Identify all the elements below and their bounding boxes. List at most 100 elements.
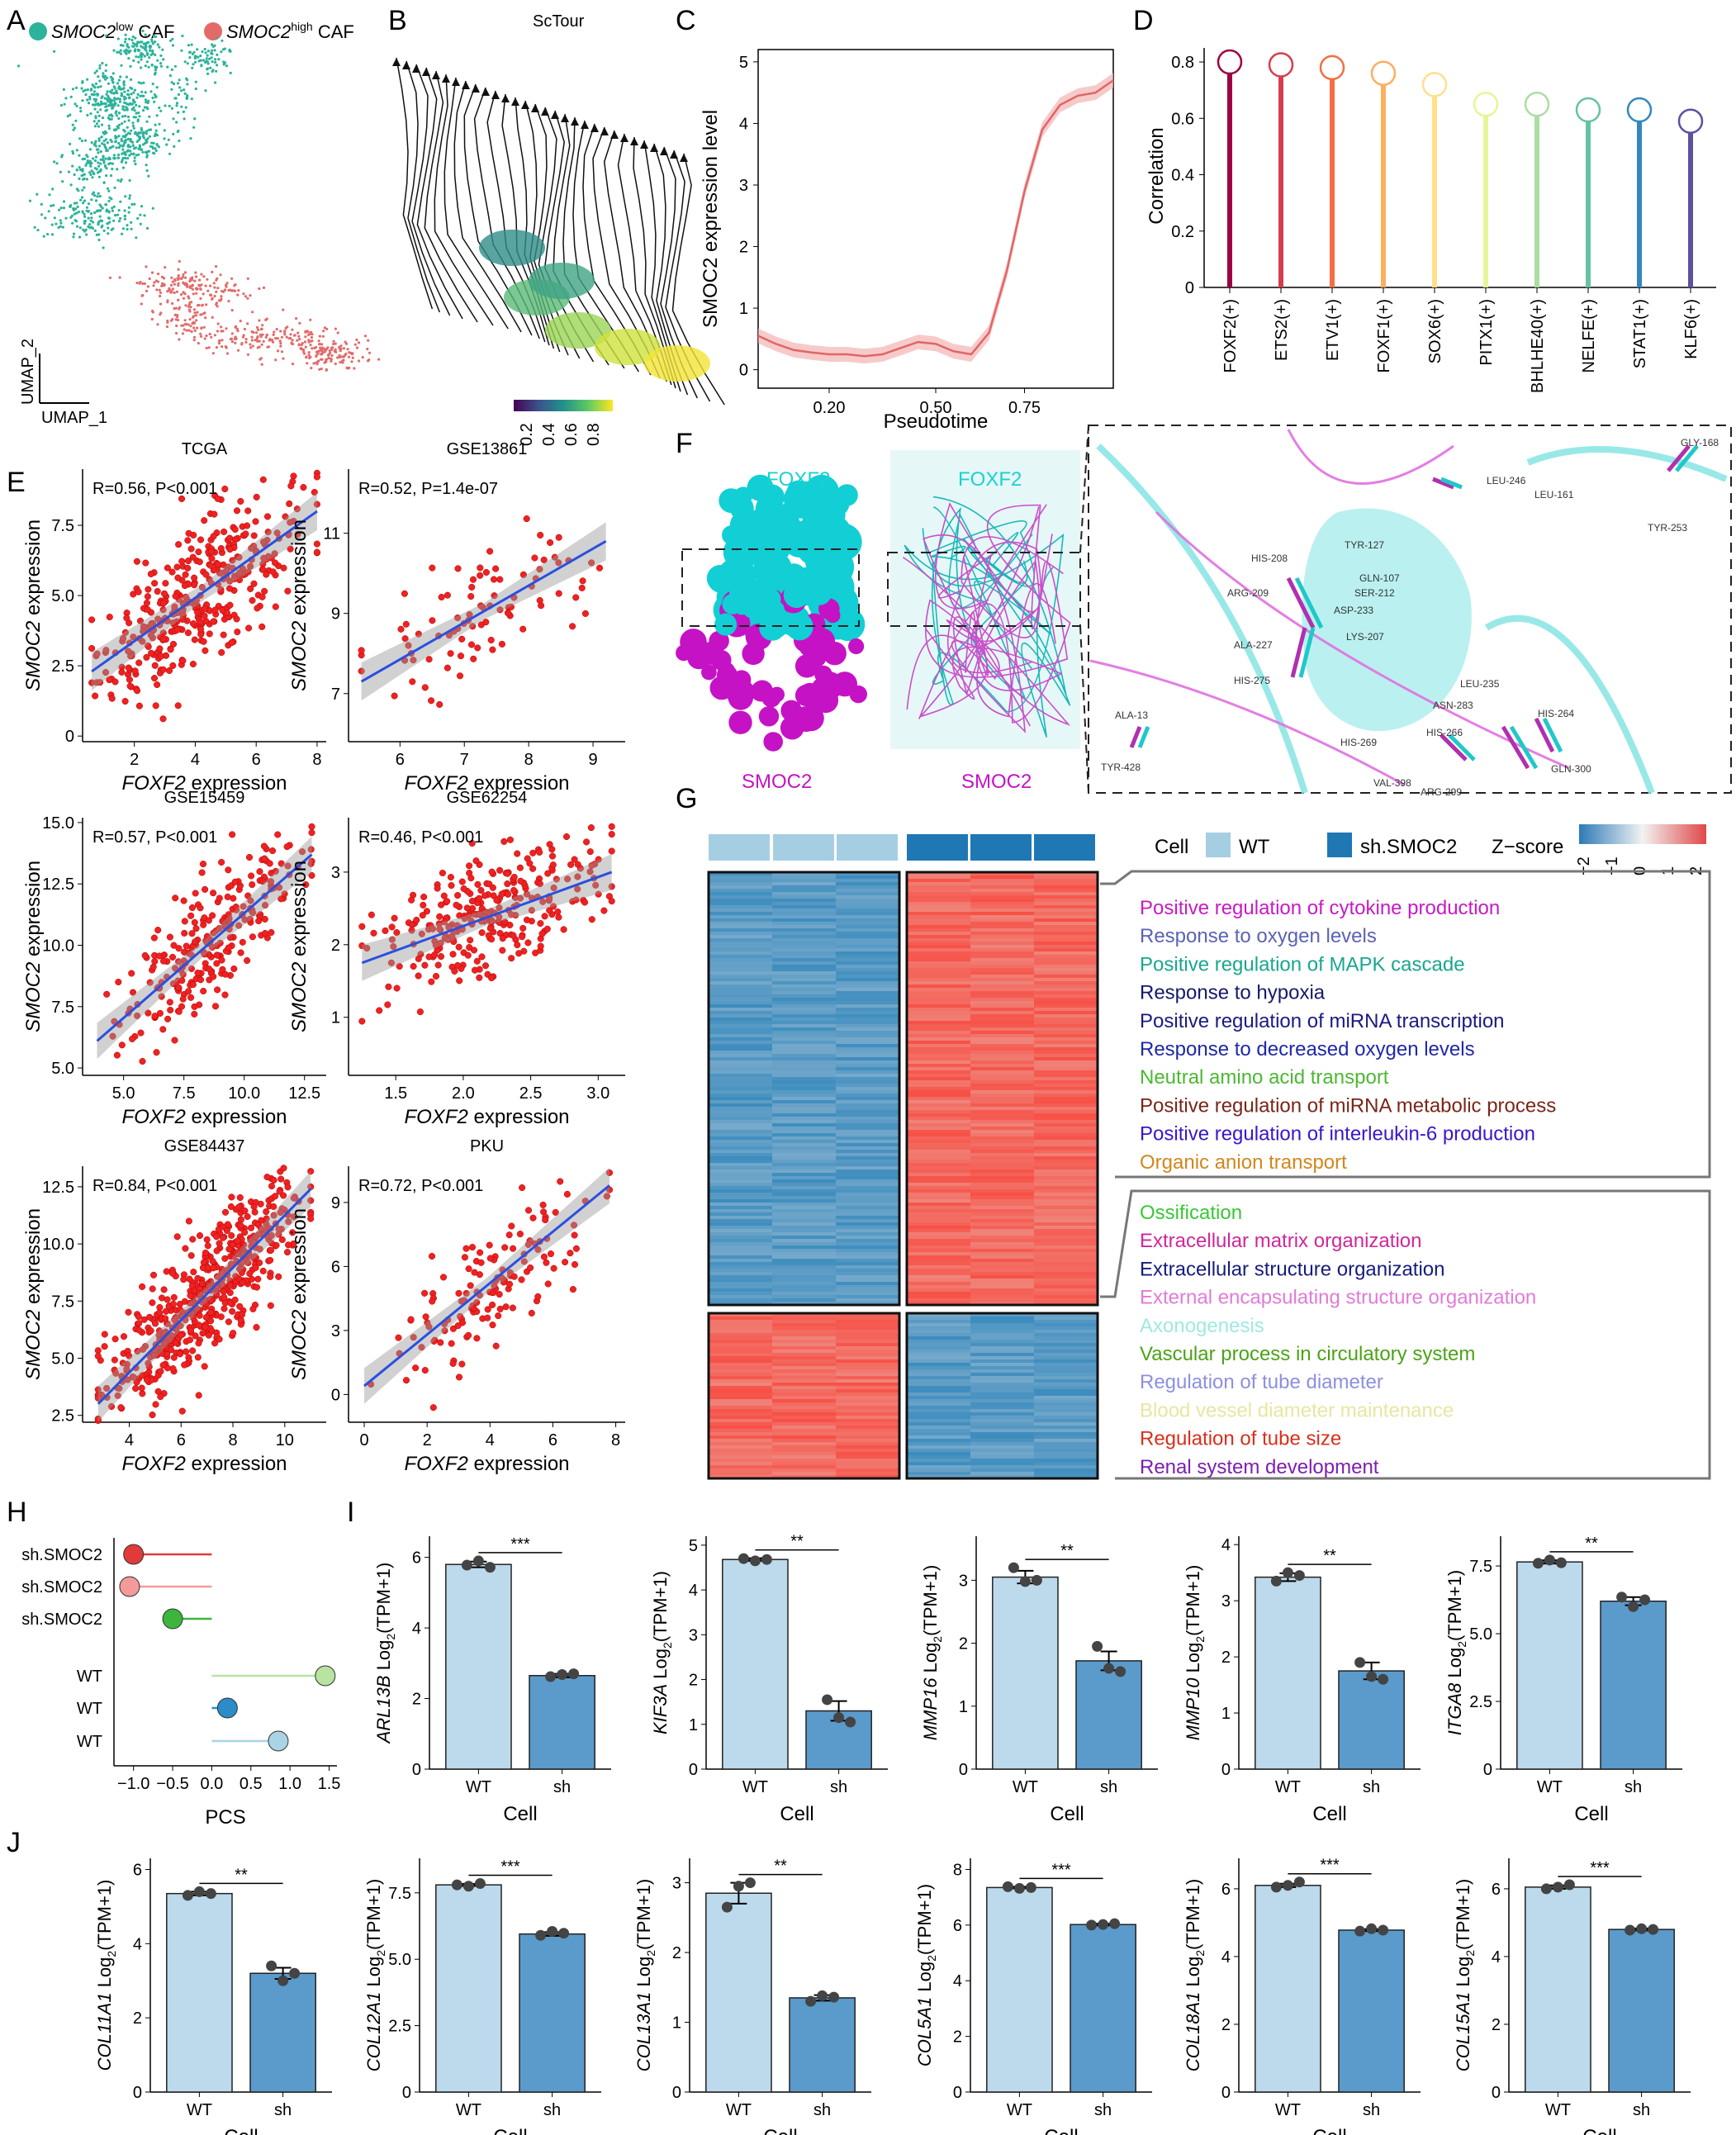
velocity-streamlines [392,57,725,406]
x-tick-label: 8 [228,1431,237,1449]
sample-point [500,837,508,845]
y-tick-label: 1 [959,1698,968,1716]
sample-point [171,603,178,610]
umap-cell-dot [36,229,40,232]
sample-label: WT [77,1733,102,1751]
umap-cell-dot [154,129,158,132]
umap-cell-dot [216,287,220,290]
umap-cell-dot [215,69,218,73]
sample-point [135,1313,142,1321]
heatmap-cell [907,1245,970,1249]
sample-point [421,1367,429,1374]
umap-cell-dot [40,202,43,206]
heatmap-cell [1034,1004,1098,1008]
heatmap-cell [907,1170,970,1173]
sample-annotation [709,834,770,861]
umap-cell-dot [137,60,140,64]
umap-cell-dot [108,97,111,101]
umap-cell-dot [86,78,89,81]
replicate-point [535,1929,547,1941]
sample-point [219,1234,227,1241]
umap-cell-dot [192,335,197,339]
heatmap-cell [1034,1077,1098,1080]
sample-point [121,629,129,636]
heatmap-cell [970,1160,1034,1163]
sample-point [143,653,150,661]
heatmap-cell [772,1143,836,1146]
heatmap-cell [709,895,772,899]
heatmap-cell [836,1027,899,1031]
pcs-point [268,1730,289,1752]
sample-point [197,536,205,543]
y-tick-label: 0 [739,362,748,380]
heatmap-cell [1034,1199,1098,1203]
umap-cell-dot [171,44,174,47]
heatmap-cell [907,1100,970,1103]
heatmap-cell [709,1153,772,1156]
umap-cell-dot [178,338,181,341]
heatmap-cell [772,991,836,994]
umap-cell-dot [285,335,288,339]
heatmap-cell [836,971,899,975]
sample-point [509,1304,516,1312]
umap-cell-dot [202,325,206,329]
heatmap-cell [836,1255,899,1259]
heatmap-cell [907,1060,970,1064]
umap-cell-dot [121,156,125,160]
umap-cell-dot [191,276,194,279]
heatmap-cell [907,1346,970,1350]
heatmap-cell [907,1014,970,1018]
umap-cell-dot [83,157,87,160]
sample-point [524,939,532,947]
umap-cell-dot [311,347,314,350]
umap-cell-dot [204,51,207,55]
heatmap-cell [970,1127,1034,1130]
heatmap-cell [970,1455,1034,1459]
umap-cell-dot [332,339,335,343]
heatmap-cell [907,1416,970,1419]
umap-cell-dot [199,55,202,58]
heatmap-cell [1034,1399,1098,1402]
umap-cell-dot [90,93,93,96]
umap-cell-dot [338,355,341,359]
sample-point [174,984,182,991]
heatmap-cell [772,932,836,935]
y-tick-label: 0.8 [1171,54,1194,72]
x-tick-label: WT [742,1778,768,1796]
umap-cell-dot [103,102,107,105]
umap-cell-dot [152,141,155,145]
heatmap-cell [709,1442,772,1445]
umap-cell-dot [105,167,108,170]
foxf2-surface-atom [785,613,813,641]
replicate-point [484,1562,496,1573]
umap-cell-dot [120,232,124,235]
heatmap-cell [907,1412,970,1416]
heatmap-cell [772,961,836,965]
heatmap-cell [1034,1060,1098,1064]
umap-cell-dot [287,337,291,340]
umap-cell-dot [138,144,141,147]
sctour-title: ScTour [533,12,585,31]
heatmap-cell [907,961,970,965]
sample-point [510,873,518,881]
sample-point [390,943,397,951]
sample-point [199,1330,206,1337]
heatmap-cell [709,1150,772,1153]
heatmap-cell [836,1302,899,1305]
sample-point [501,1244,509,1251]
sample-point [150,934,158,942]
sample-point [245,853,254,861]
umap-cell-dot [76,205,79,208]
sample-point [173,563,181,571]
sample-point [123,614,130,622]
pseudotime-density [595,329,661,365]
confidence-band [758,73,1113,364]
residue-sidechain [1542,717,1563,753]
sample-point [388,936,396,943]
heatmap-cell [970,1226,1034,1229]
umap-cell-dot [79,110,83,113]
sample-point [358,647,365,654]
sample-point [126,1352,133,1359]
heatmap-cell [1034,1100,1098,1103]
heatmap-cell [970,1189,1034,1193]
